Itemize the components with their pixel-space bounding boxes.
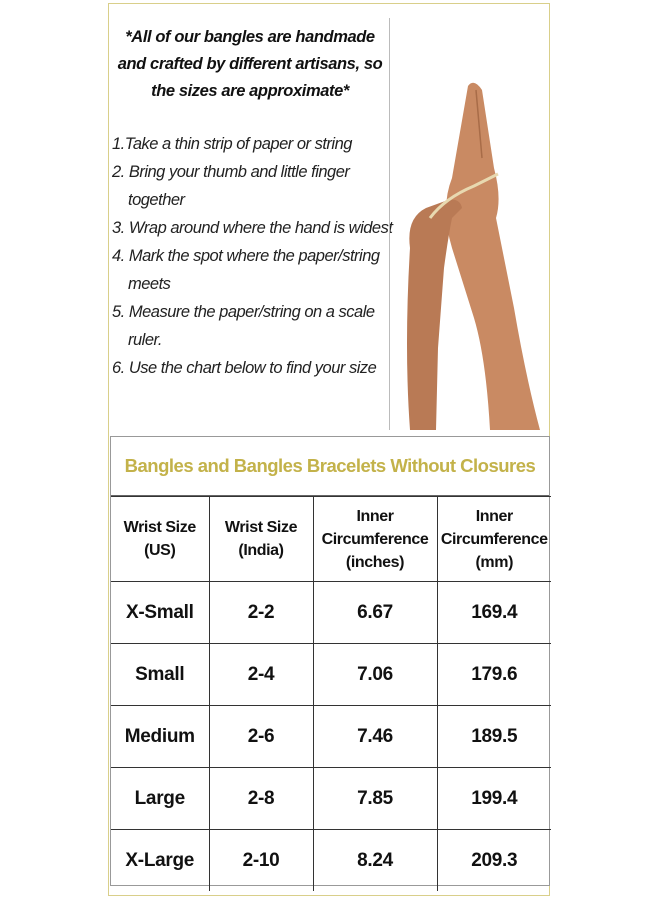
cell-circ-inches: 7.46: [312, 705, 438, 768]
size-chart-title: Bangles and Bangles Bracelets Without Cl…: [111, 437, 549, 496]
handmade-note: *All of our bangles are handmade and cra…: [117, 28, 383, 100]
step-2: 2. Bring your thumb and little finger to…: [112, 163, 350, 209]
step-4: 4. Mark the spot where the paper/string …: [112, 247, 380, 293]
step-5: 5. Measure the paper/string on a scale r…: [112, 303, 375, 349]
header-circ-inches: Inner Circumference (inches): [312, 496, 438, 582]
cell-wrist-india: 2-4: [208, 643, 314, 706]
cell-circ-mm: 189.5: [436, 705, 551, 768]
cell-wrist-us: Large: [111, 767, 210, 830]
header-wrist-india: Wrist Size (India): [208, 496, 314, 582]
cell-circ-mm: 169.4: [436, 581, 551, 644]
size-chart: Bangles and Bangles Bracelets Without Cl…: [110, 436, 551, 891]
step-3: 3. Wrap around where the hand is widest: [112, 219, 393, 237]
cell-wrist-india: 2-8: [208, 767, 314, 830]
table-row: Small 2-4 7.06 179.6: [111, 643, 551, 706]
cell-circ-inches: 6.67: [312, 581, 438, 644]
table-row: X-Large 2-10 8.24 209.3: [111, 829, 551, 891]
measuring-steps: 1.Take a thin strip of paper or string 2…: [112, 130, 394, 382]
cell-circ-inches: 7.06: [312, 643, 438, 706]
cell-wrist-us: Small: [111, 643, 210, 706]
table-row: Medium 2-6 7.46 189.5: [111, 705, 551, 768]
step-6: 6. Use the chart below to find your size: [112, 359, 377, 377]
header-wrist-us: Wrist Size (US): [111, 496, 210, 582]
table-row: X-Small 2-2 6.67 169.4: [111, 581, 551, 644]
cell-wrist-us: X-Small: [111, 581, 210, 644]
header-circ-mm: Inner Circumference (mm): [436, 496, 551, 582]
cell-circ-inches: 8.24: [312, 829, 438, 891]
cell-circ-inches: 7.85: [312, 767, 438, 830]
cell-circ-mm: 199.4: [436, 767, 551, 830]
hand-measuring-photo: [389, 18, 550, 431]
cell-wrist-india: 2-6: [208, 705, 314, 768]
step-1: 1.Take a thin strip of paper or string: [112, 135, 352, 153]
table-row: Large 2-8 7.85 199.4: [111, 767, 551, 830]
size-table: Wrist Size (US) Wrist Size (India) Inner…: [111, 496, 551, 891]
hands-illustration: [407, 82, 540, 431]
cell-wrist-us: Medium: [111, 705, 210, 768]
cell-wrist-india: 2-10: [208, 829, 314, 891]
cell-wrist-us: X-Large: [111, 829, 210, 891]
header-row: Wrist Size (US) Wrist Size (India) Inner…: [111, 496, 551, 582]
cell-circ-mm: 209.3: [436, 829, 551, 891]
cell-wrist-india: 2-2: [208, 581, 314, 644]
cell-circ-mm: 179.6: [436, 643, 551, 706]
